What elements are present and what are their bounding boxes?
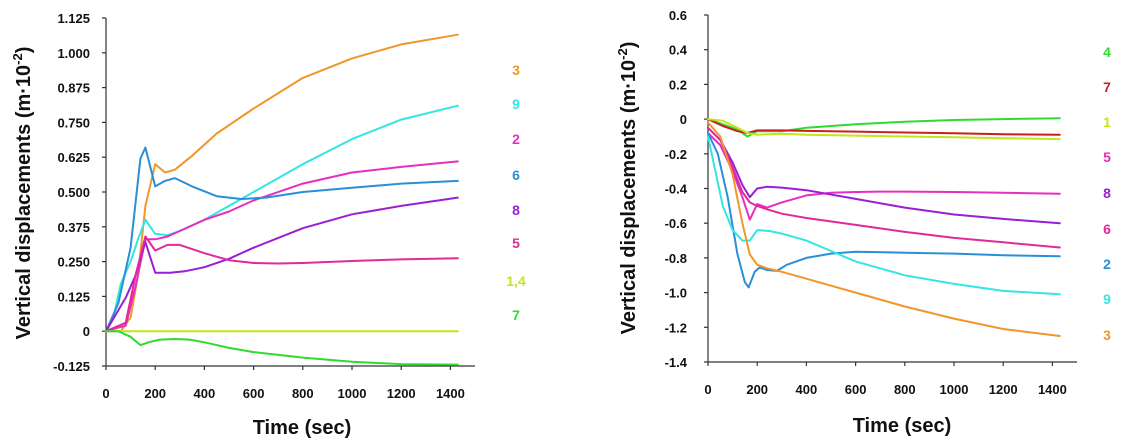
x-tick-label: 1000 <box>338 386 367 401</box>
y-tick-label: 0.6 <box>669 8 687 23</box>
legend-label: 3 <box>512 62 520 78</box>
series-line-4 <box>707 117 1061 138</box>
series-line-7 <box>105 330 459 366</box>
x-tick-label: 1000 <box>940 382 969 397</box>
x-tick-label: 600 <box>845 382 867 397</box>
series-line-8 <box>707 126 1061 225</box>
legend-label: 1,4 <box>506 273 526 289</box>
y-tick-label: -0.125 <box>53 359 90 374</box>
y-axis-title-main: Vertical displacements (m·10 <box>13 65 35 340</box>
y-tick-label: -1.4 <box>665 355 688 370</box>
y-tick-label: -1.2 <box>665 320 687 335</box>
legend-label: 3 <box>1103 327 1111 343</box>
series-line-9 <box>707 135 1061 296</box>
legend-label: 8 <box>512 202 520 218</box>
x-tick-label: 400 <box>194 386 216 401</box>
y-axis-title-exponent: -2 <box>615 48 630 60</box>
x-tick-label: 200 <box>144 386 166 401</box>
y-tick-label: -0.8 <box>665 251 687 266</box>
y-tick-label: 1.125 <box>57 11 90 26</box>
series-line-9 <box>105 104 459 333</box>
x-tick-label: 1400 <box>436 386 465 401</box>
series-line-3 <box>707 121 1061 337</box>
y-tick-label: 0.2 <box>669 77 687 92</box>
y-tick-label: 0 <box>680 112 687 127</box>
series-line-6 <box>105 146 459 333</box>
series-line-2 <box>105 160 459 333</box>
x-axis-title: Time (sec) <box>853 415 952 437</box>
chart-right: -1.4 -1.2 -1.0 -0.8 -0.6 -0.4 -0.2 0 0.2 0.4 0.6 0 2… <box>615 8 1111 437</box>
y-tick-label: -1.0 <box>665 286 687 301</box>
y-tick-label: 0.750 <box>57 115 90 130</box>
x-tick-label: 800 <box>894 382 916 397</box>
y-axis-title-exponent: -2 <box>10 53 25 65</box>
y-tick-label: 0.250 <box>57 255 90 270</box>
x-tick-label: 1400 <box>1038 382 1067 397</box>
y-tick-label: 0 <box>83 324 90 339</box>
series-line-5 <box>707 132 1061 221</box>
series-line-6 <box>707 126 1061 249</box>
legend-label: 5 <box>1103 149 1111 165</box>
legend-label: 9 <box>1103 291 1111 307</box>
legend-label: 5 <box>512 235 520 251</box>
x-tick-label: 1200 <box>989 382 1018 397</box>
series-line-5 <box>105 235 459 333</box>
x-tick-label: 0 <box>102 386 109 401</box>
y-axis-title: Vertical displacements (m·10-2) <box>615 42 640 335</box>
x-axis-title: Time (sec) <box>253 417 352 439</box>
legend-label: 9 <box>512 96 520 112</box>
series-line-8 <box>105 196 459 333</box>
y-tick-label: -0.6 <box>665 216 687 231</box>
y-axis-title: Vertical displacements (m·10-2) <box>10 47 35 340</box>
y-tick-label: 1.000 <box>57 46 90 61</box>
chart-left: -0.125 0 0.125 0.250 0.375 0.500 0.625 0.750 0.8… <box>10 11 526 439</box>
legend-label: 8 <box>1103 185 1111 201</box>
legend-label: 6 <box>1103 221 1111 237</box>
legend-label: 7 <box>512 307 520 323</box>
x-tick-label: 0 <box>704 382 711 397</box>
y-tick-label: 0.4 <box>669 43 688 58</box>
y-axis-title-close: ) <box>618 42 640 49</box>
x-tick-label: 600 <box>243 386 265 401</box>
y-axis-title-close: ) <box>13 47 35 54</box>
series-line-1 <box>707 118 1061 141</box>
y-tick-label: 0.375 <box>57 220 90 235</box>
x-tick-label: 400 <box>796 382 818 397</box>
legend-label: 4 <box>1103 44 1111 60</box>
legend-label: 2 <box>512 131 520 147</box>
series-line-7 <box>707 118 1061 136</box>
x-tick-label: 800 <box>292 386 314 401</box>
series-line-3 <box>105 33 459 333</box>
y-tick-label: -0.2 <box>665 147 687 162</box>
legend-label: 1 <box>1103 114 1111 130</box>
x-tick-label: 1200 <box>387 386 416 401</box>
y-tick-label: 0.125 <box>57 289 90 304</box>
legend-label: 7 <box>1103 79 1111 95</box>
y-tick-label: 0.625 <box>57 150 90 165</box>
x-tick-label: 200 <box>746 382 768 397</box>
legend-label: 2 <box>1103 256 1111 272</box>
y-tick-label: 0.500 <box>57 185 90 200</box>
y-tick-label: 0.875 <box>57 81 90 96</box>
series-line-2 <box>707 132 1061 289</box>
y-axis-title-main: Vertical displacements (m·10 <box>618 60 640 335</box>
y-tick-label: -0.4 <box>665 182 688 197</box>
legend-label: 6 <box>512 167 520 183</box>
